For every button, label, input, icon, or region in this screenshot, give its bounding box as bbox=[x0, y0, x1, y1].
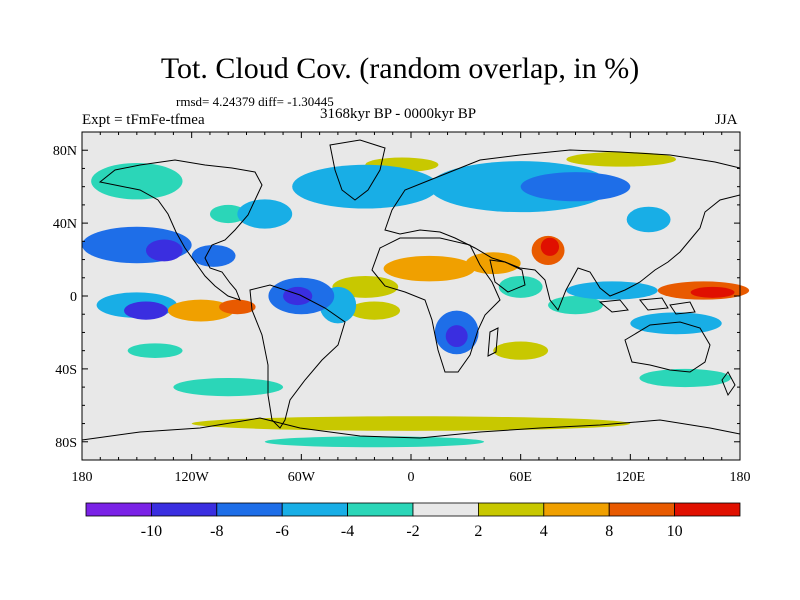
coastlines bbox=[81, 139, 741, 441]
anomaly-region bbox=[167, 299, 234, 322]
anomaly-region bbox=[630, 312, 722, 335]
colorbar-swatch bbox=[85, 502, 152, 517]
anomaly-region bbox=[191, 244, 236, 267]
anomaly-region bbox=[626, 206, 671, 233]
anomaly-region bbox=[493, 341, 549, 360]
coastline-antarctica bbox=[81, 417, 741, 441]
experiment-label: Expt = tFmFe-tfmea bbox=[82, 112, 205, 128]
colorbar-label: 10 bbox=[667, 523, 683, 540]
season-label: JJA bbox=[715, 112, 738, 128]
coastline-madagascar bbox=[487, 327, 499, 357]
x-tick-label: 120E bbox=[616, 470, 646, 485]
anomaly-region bbox=[690, 286, 735, 298]
stats-line: rmsd= 4.24379 diff= -1.30445 bbox=[176, 94, 334, 109]
anomaly-region bbox=[145, 239, 183, 262]
y-tick-label: 80N bbox=[53, 144, 77, 159]
colorbar-swatch bbox=[216, 502, 283, 517]
coastline-north-america bbox=[98, 159, 263, 301]
anomaly-region bbox=[283, 286, 313, 306]
anomaly-region bbox=[383, 255, 475, 282]
anomaly-region bbox=[219, 299, 256, 315]
colorbar-label: -8 bbox=[210, 523, 223, 540]
colorbar-swatch bbox=[412, 502, 479, 517]
colorbar-label: -6 bbox=[276, 523, 289, 540]
x-tick-label: 0 bbox=[408, 470, 415, 485]
anomaly-region bbox=[465, 252, 521, 275]
colorbar-label: -2 bbox=[406, 523, 419, 540]
coastline-arabia bbox=[489, 259, 526, 293]
coastline-south-america bbox=[249, 284, 346, 429]
anomaly-field bbox=[82, 132, 750, 460]
anomaly-region bbox=[127, 343, 183, 358]
coastline-new-zealand bbox=[721, 371, 736, 397]
colorbar-swatch bbox=[281, 502, 349, 517]
colorbar-swatch bbox=[543, 502, 610, 517]
x-tick-label: 180 bbox=[730, 470, 751, 485]
colorbar-swatch bbox=[150, 502, 218, 517]
x-tick-label: 60W bbox=[288, 470, 316, 485]
y-tick-label: 0 bbox=[70, 290, 77, 305]
y-tick-label: 40S bbox=[55, 363, 77, 378]
colorbar-swatch bbox=[347, 502, 414, 517]
colorbar-swatch bbox=[477, 502, 545, 517]
coastline-greenland bbox=[329, 139, 386, 201]
anomaly-region bbox=[91, 162, 183, 200]
anomaly-region bbox=[445, 325, 468, 348]
period-label: 3168kyr BP - 0000kyr BP bbox=[320, 106, 477, 122]
anomaly-region bbox=[173, 378, 284, 397]
anomaly-region bbox=[639, 368, 731, 388]
x-tick-label: 60E bbox=[509, 470, 532, 485]
anomaly-region bbox=[124, 301, 168, 320]
colorbar-label: -10 bbox=[141, 523, 162, 540]
anomaly-region bbox=[348, 301, 401, 320]
y-axis-ticks: 80N 40N 0 40S 80S bbox=[53, 131, 740, 461]
y-tick-label: 80S bbox=[55, 436, 77, 451]
anomaly-region bbox=[566, 281, 658, 300]
colorbar: -10 -8 -6 -4 -2 2 4 8 10 bbox=[85, 502, 741, 540]
x-tick-label: 180 bbox=[72, 470, 93, 485]
colorbar-swatch bbox=[608, 502, 676, 517]
anomaly-region bbox=[264, 436, 485, 448]
coastline-australia bbox=[624, 321, 711, 373]
anomaly-region bbox=[566, 152, 677, 167]
colorbar-label: 4 bbox=[540, 523, 548, 540]
anomaly-region bbox=[540, 237, 560, 256]
colorbar-label: 8 bbox=[605, 523, 613, 540]
coastline-eurasia bbox=[384, 149, 741, 311]
y-tick-label: 40N bbox=[53, 217, 77, 232]
colorbar-label: -4 bbox=[341, 523, 354, 540]
x-axis-ticks: 180 120W 60W 0 60E 120E 180 bbox=[72, 132, 751, 485]
colorbar-swatch bbox=[674, 502, 741, 517]
x-tick-label: 120W bbox=[175, 470, 210, 485]
anomaly-region bbox=[191, 416, 631, 431]
chart-title: Tot. Cloud Cov. (random overlap, in %) bbox=[160, 52, 640, 85]
colorbar-label: 2 bbox=[474, 523, 482, 540]
anomaly-region bbox=[520, 172, 631, 202]
anomaly-region bbox=[292, 164, 439, 209]
anomaly-region bbox=[237, 199, 293, 229]
coastline-indonesia bbox=[598, 297, 696, 315]
anomaly-region bbox=[209, 204, 247, 224]
